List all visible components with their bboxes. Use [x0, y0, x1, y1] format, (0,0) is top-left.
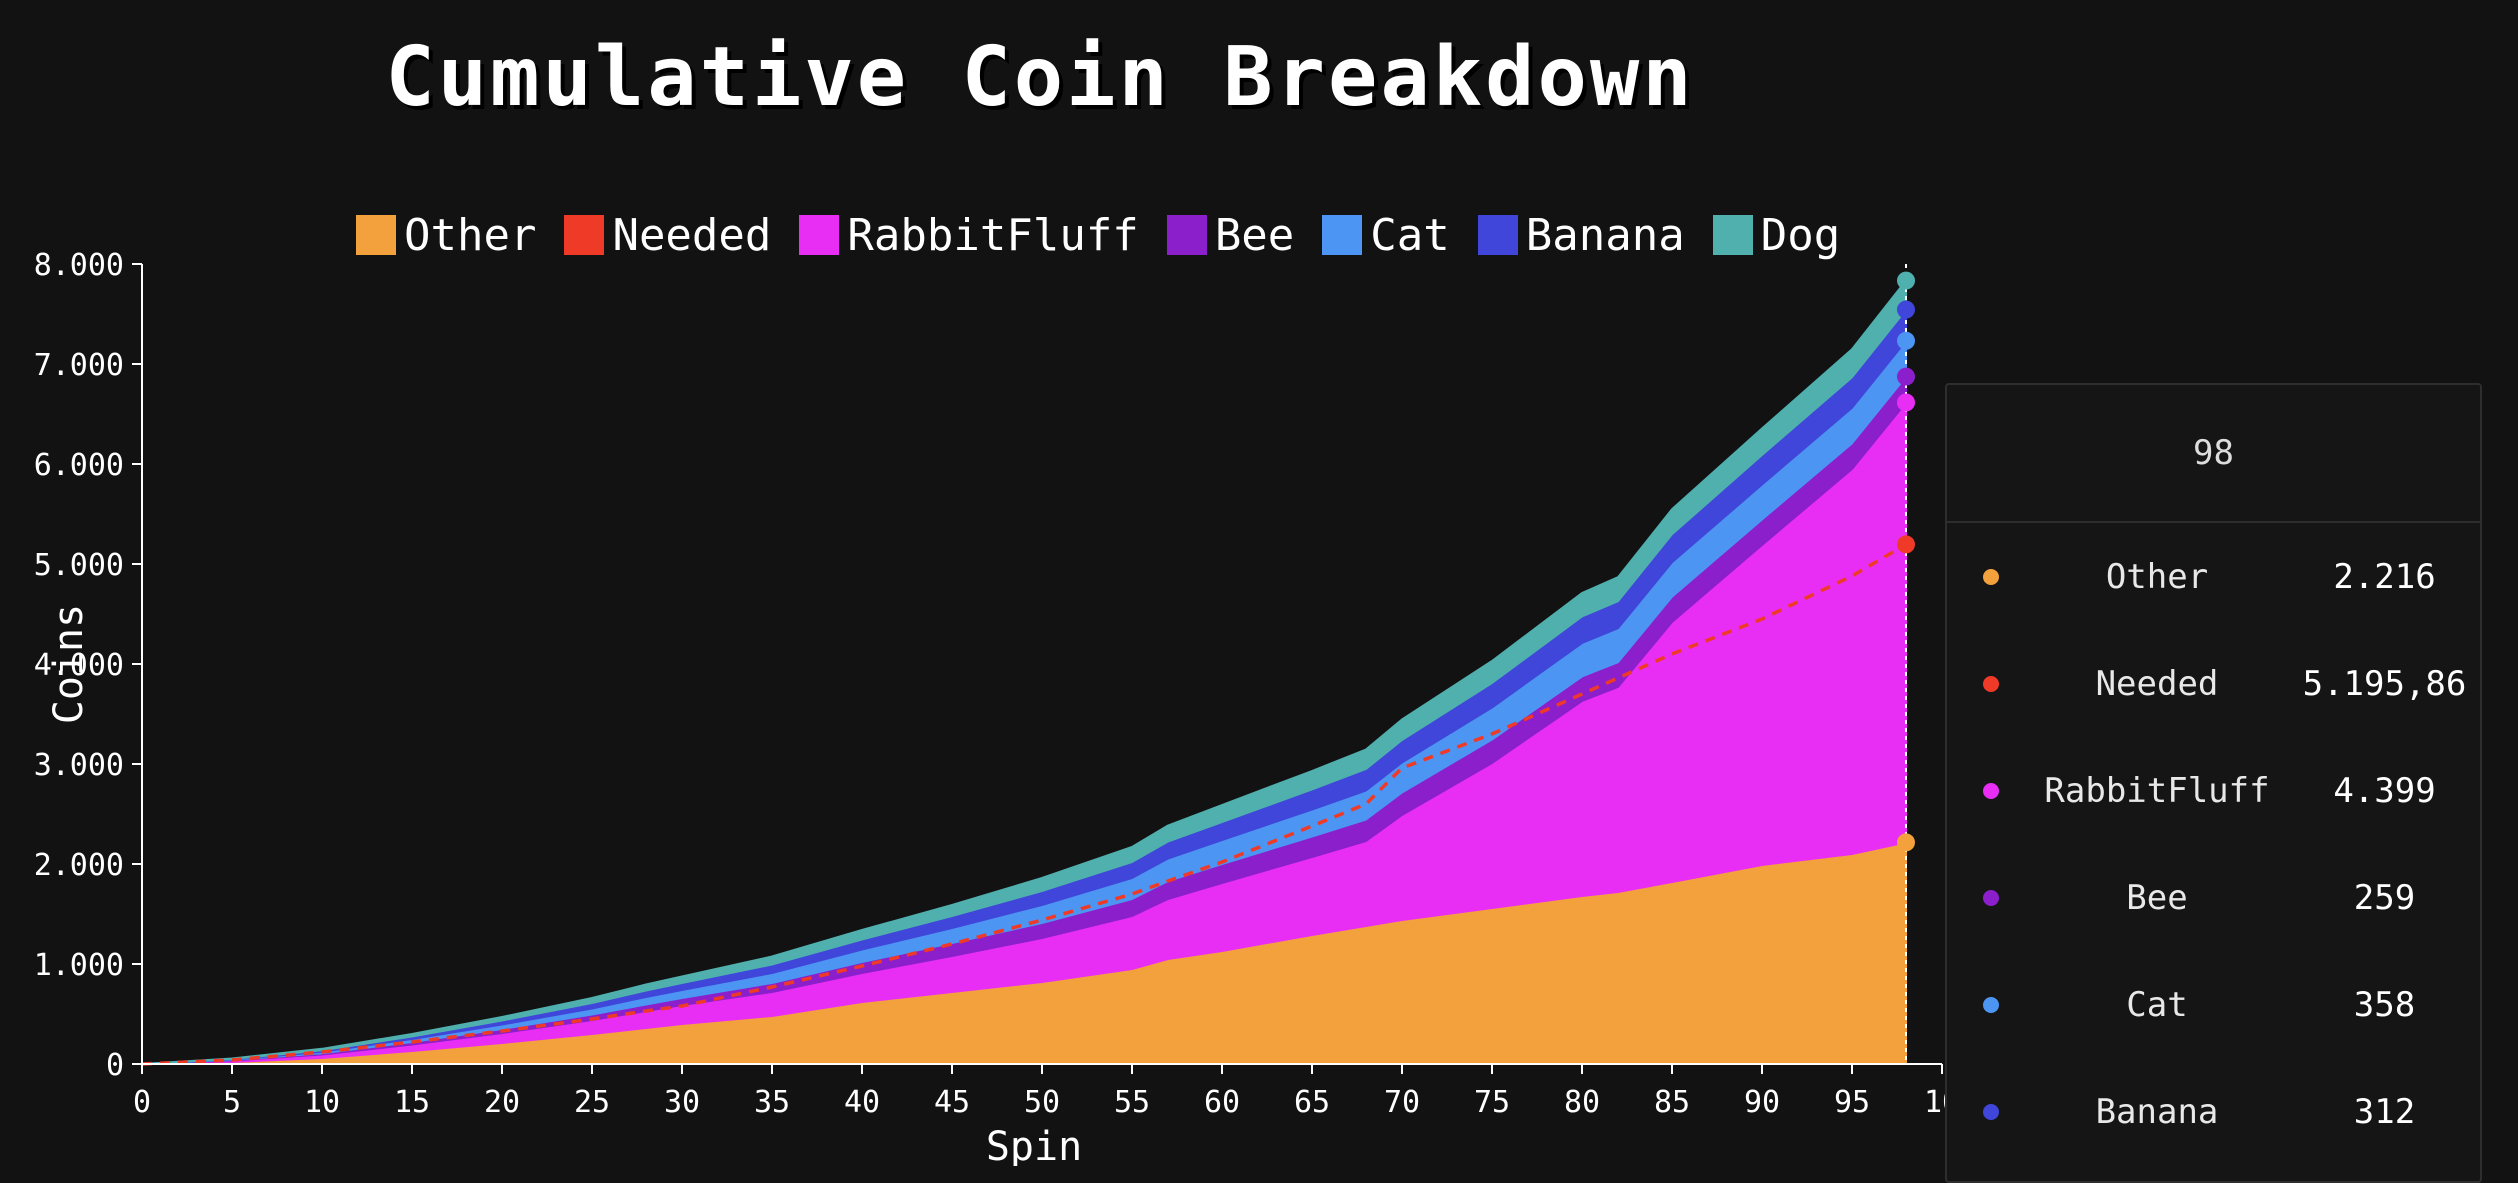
- legend-label-needed: Needed: [612, 209, 772, 261]
- x-tick-label: 25: [574, 1085, 610, 1120]
- tooltip-name-rabbitfluff: RabbitFluff: [2044, 771, 2270, 811]
- hover-point-dog: [1897, 271, 1915, 290]
- tooltip-dot-other: [1983, 569, 1999, 585]
- hover-point-bee: [1897, 367, 1915, 386]
- tooltip-dot-rabbitfluff: [1983, 783, 1999, 799]
- x-axis-label: Spin: [986, 1124, 1082, 1166]
- chart-title: Cumulative Coin Breakdown: [385, 30, 1695, 125]
- y-tick-label: 1.000: [34, 948, 124, 983]
- y-tick-label: 7.000: [34, 348, 124, 383]
- legend-swatch-cat: [1322, 215, 1363, 255]
- legend-label-banana: Banana: [1525, 209, 1685, 261]
- tooltip-value-rabbitfluff: 4.399: [2333, 771, 2436, 811]
- legend-label-dog: Dog: [1760, 209, 1841, 261]
- x-tick-label: 45: [934, 1085, 970, 1120]
- x-tick-label: 40: [844, 1085, 880, 1120]
- legend-swatch-bee: [1166, 215, 1207, 255]
- tooltip-value-banana: 312: [2353, 1092, 2416, 1132]
- legend-item-other[interactable]: Other: [356, 210, 536, 261]
- x-tick-label: 50: [1024, 1085, 1060, 1120]
- hover-point-cat: [1897, 331, 1915, 350]
- legend-label-other: Other: [404, 209, 537, 261]
- x-tick-label: 80: [1564, 1085, 1600, 1120]
- hover-point-other: [1897, 833, 1915, 852]
- hover-tooltip: 98 Other 2.216 Needed 5.195,86 RabbitFlu…: [1945, 383, 2482, 1183]
- tooltip-dot-cat: [1983, 997, 1999, 1013]
- tooltip-name-bee: Bee: [2126, 878, 2188, 918]
- y-tick-label: 8.000: [34, 248, 124, 283]
- legend-swatch-banana: [1477, 215, 1518, 255]
- tooltip-row-needed: Needed 5.195,86: [1947, 630, 2480, 737]
- y-tick-label: 3.000: [34, 748, 124, 783]
- x-tick-label: 90: [1744, 1085, 1780, 1120]
- x-tick-label: 10: [304, 1085, 340, 1120]
- tooltip-name-banana: Banana: [2095, 1092, 2219, 1132]
- legend-item-banana[interactable]: Banana: [1477, 209, 1685, 261]
- legend-item-cat[interactable]: Cat: [1322, 209, 1450, 261]
- y-tick-label: 4.000: [34, 648, 124, 683]
- legend-item-rabbitfluff[interactable]: RabbitFluff: [799, 209, 1139, 261]
- legend-label-bee: Bee: [1214, 209, 1295, 261]
- tooltip-header: 98: [1947, 385, 2480, 523]
- tooltip-value-other: 2.216: [2333, 557, 2436, 597]
- legend-swatch-needed: [564, 215, 605, 255]
- x-tick-label: 75: [1474, 1085, 1510, 1120]
- x-tick-label: 35: [754, 1085, 790, 1120]
- tooltip-row-rabbitfluff: RabbitFluff 4.399: [1947, 737, 2480, 844]
- tooltip-name-cat: Cat: [2126, 985, 2188, 1025]
- x-tick-label: 70: [1384, 1085, 1420, 1120]
- x-tick-label: 55: [1114, 1085, 1150, 1120]
- tooltip-row-cat: Cat 358: [1947, 951, 2480, 1058]
- tooltip-row-bee: Bee 259: [1947, 844, 2480, 951]
- tooltip-value-cat: 358: [2353, 985, 2416, 1025]
- hover-point-banana: [1897, 300, 1915, 319]
- x-tick-label: 5: [223, 1085, 241, 1120]
- tooltip-name-needed: Needed: [2095, 664, 2219, 704]
- chart-legend: Other Needed RabbitFluff Bee Cat Banana …: [356, 208, 1840, 262]
- x-tick-label: 30: [664, 1085, 700, 1120]
- tooltip-dot-bee: [1983, 890, 1999, 906]
- tooltip-dot-needed: [1983, 676, 1999, 692]
- line-needed: [141, 542, 1907, 1066]
- tooltip-row-banana: Banana 312: [1947, 1058, 2480, 1165]
- legend-swatch-other: [356, 215, 396, 255]
- x-tick-label: 85: [1654, 1085, 1690, 1120]
- tooltip-row-other: Other 2.216: [1947, 523, 2480, 630]
- tooltip-name-other: Other: [2105, 557, 2209, 597]
- y-tick-label: 5.000: [34, 548, 124, 583]
- legend-item-needed[interactable]: Needed: [564, 210, 771, 261]
- x-tick-label: 65: [1294, 1085, 1330, 1120]
- x-tick-label: 95: [1834, 1085, 1870, 1120]
- hover-point-needed: [1897, 535, 1915, 554]
- hover-point-rabbitfluff: [1897, 393, 1915, 412]
- x-tick-label: 0: [133, 1085, 151, 1120]
- area-dog: [141, 279, 1907, 1065]
- legend-item-dog[interactable]: Dog: [1712, 209, 1841, 261]
- legend-item-bee[interactable]: Bee: [1166, 209, 1295, 261]
- tooltip-value-bee: 259: [2353, 878, 2416, 918]
- legend-swatch-dog: [1712, 215, 1753, 255]
- legend-label-cat: Cat: [1370, 209, 1450, 261]
- x-tick-label: 60: [1204, 1085, 1240, 1120]
- y-tick-label: 2.000: [34, 848, 124, 883]
- legend-swatch-rabbitfluff: [799, 215, 840, 255]
- y-tick-label: 0: [106, 1048, 124, 1083]
- legend-label-rabbitfluff: RabbitFluff: [847, 209, 1139, 261]
- x-tick-label: 20: [484, 1085, 520, 1120]
- tooltip-dot-banana: [1983, 1104, 1999, 1120]
- y-axis-label: Coins: [46, 604, 92, 724]
- tooltip-value-needed: 5.195,86: [2302, 664, 2467, 704]
- y-tick-label: 6.000: [34, 448, 124, 483]
- x-tick-label: 15: [394, 1085, 430, 1120]
